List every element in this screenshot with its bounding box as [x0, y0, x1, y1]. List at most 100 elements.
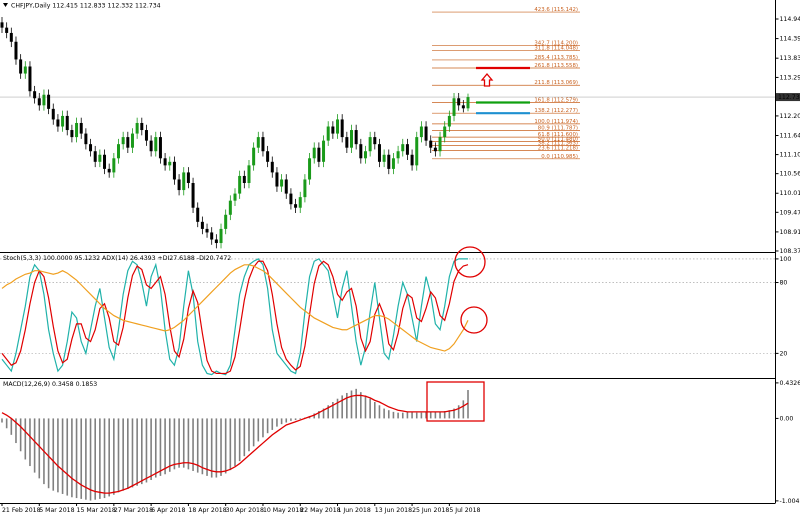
candle-body: [266, 151, 270, 162]
histogram-bar: [113, 418, 115, 495]
indicator-line: [1, 260, 469, 375]
candle-body: [410, 154, 414, 166]
histogram-bar: [57, 418, 59, 493]
candle-body: [275, 172, 279, 187]
histogram-bar: [401, 412, 404, 419]
candle-body: [51, 108, 55, 120]
fib-label: 100.0 (111.974): [534, 119, 578, 125]
histogram-bar: [1, 418, 3, 423]
fib-label: 0.0 (110.985): [541, 154, 578, 160]
candle-body: [112, 158, 116, 173]
candle-body: [23, 66, 27, 74]
x-tick-label: 18 Apr 2018: [188, 507, 226, 514]
histogram-bar: [29, 418, 31, 467]
candle-body: [345, 137, 349, 148]
histogram-bar: [168, 418, 171, 472]
symbol: CHFJPY,Daily: [11, 3, 51, 10]
candle-body: [238, 175, 242, 194]
candle-body: [154, 137, 158, 152]
histogram-bar: [224, 418, 227, 474]
candle-body: [261, 137, 265, 152]
candle-body: [84, 133, 88, 145]
y-tick-label: 0.4326: [780, 380, 800, 387]
histogram-bar: [415, 412, 418, 419]
candle-body: [177, 179, 181, 191]
histogram-bar: [238, 418, 241, 462]
candle-body: [130, 133, 134, 148]
histogram-bar: [173, 418, 176, 470]
histogram-bar: [66, 418, 69, 496]
current-price-box: [776, 93, 800, 102]
candle-body: [270, 161, 274, 173]
y-tick-label: 110.565: [780, 171, 800, 178]
candle-body: [350, 130, 353, 148]
indicator-line: [1, 258, 468, 376]
candle-body: [326, 126, 330, 141]
fib-label: 311.8 (114.048): [534, 46, 578, 52]
histogram-bar: [257, 418, 260, 442]
candle-body: [354, 130, 358, 145]
histogram-bar: [248, 418, 250, 452]
histogram-bar: [397, 412, 399, 419]
x-tick-label: 30 Apr 2018: [226, 507, 264, 514]
x-tick-label: 22 May 2018: [300, 507, 340, 514]
x-tick-label: 5 Jul 2018: [449, 507, 480, 514]
histogram-bar: [453, 408, 455, 419]
candle-body: [331, 126, 335, 134]
histogram-bar: [145, 418, 148, 483]
fib-label: 285.4 (113.785): [534, 55, 578, 61]
candle-body: [363, 151, 367, 159]
x-tick-label: 27 Mar 2018: [114, 507, 153, 514]
candle-body: [191, 183, 195, 208]
candle-body: [415, 137, 419, 166]
histogram-bar: [336, 398, 339, 419]
candle-body: [336, 119, 340, 134]
y-tick-label: 20: [780, 350, 788, 357]
candle-body: [368, 137, 372, 152]
candle-body: [443, 126, 447, 138]
histogram-bar: [369, 398, 371, 419]
candle-body: [61, 115, 65, 127]
stoch-header: Stoch(5,3,3) 100.0000 95.1232 ADX(14) 26…: [3, 255, 231, 262]
current-price-label: 112.734: [778, 94, 800, 101]
histogram-bar: [299, 418, 302, 420]
histogram-bar: [467, 390, 469, 419]
candle-body: [298, 197, 302, 208]
candle-body: [19, 59, 23, 74]
candle-body: [424, 126, 428, 141]
candle-body: [107, 168, 111, 173]
highlight-circle: [460, 306, 488, 334]
x-tick-label: 5 Mar 2018: [39, 507, 74, 514]
fib-label: 61.8 (111.600): [538, 132, 578, 138]
histogram-bar: [434, 411, 437, 419]
histogram-bar: [150, 418, 152, 481]
candle-body: [140, 122, 144, 131]
histogram-bar: [154, 418, 157, 478]
menu-arrow[interactable]: [3, 3, 8, 7]
histogram-bar: [425, 411, 427, 419]
candle-body: [317, 147, 321, 162]
candle-body: [163, 158, 167, 166]
y-tick-label: 110.010: [780, 190, 800, 197]
histogram-bar: [341, 395, 343, 419]
histogram-bar: [210, 418, 213, 478]
histogram-bar: [24, 418, 27, 460]
histogram-bar: [215, 418, 218, 478]
y-tick-label: 100: [780, 256, 792, 263]
candle-body: [312, 147, 316, 159]
highlight-box: [426, 381, 485, 422]
price-header: CHFJPY,Daily 112.415 112.833 112.332 112…: [11, 3, 161, 10]
last-open: 112.415: [52, 3, 78, 10]
candle-body: [289, 193, 293, 205]
candle-body: [158, 137, 162, 159]
histogram-bar: [38, 418, 41, 479]
candle-body: [56, 119, 60, 127]
candle-body: [224, 214, 228, 229]
histogram-bar: [327, 405, 329, 419]
signal-line: [1, 394, 469, 494]
y-tick-label: 112.200: [780, 113, 800, 120]
y-tick-label: 113.835: [780, 55, 800, 62]
histogram-bar: [378, 405, 381, 419]
histogram-bar: [429, 411, 432, 419]
x-tick-label: 13 Jun 2018: [375, 507, 412, 514]
